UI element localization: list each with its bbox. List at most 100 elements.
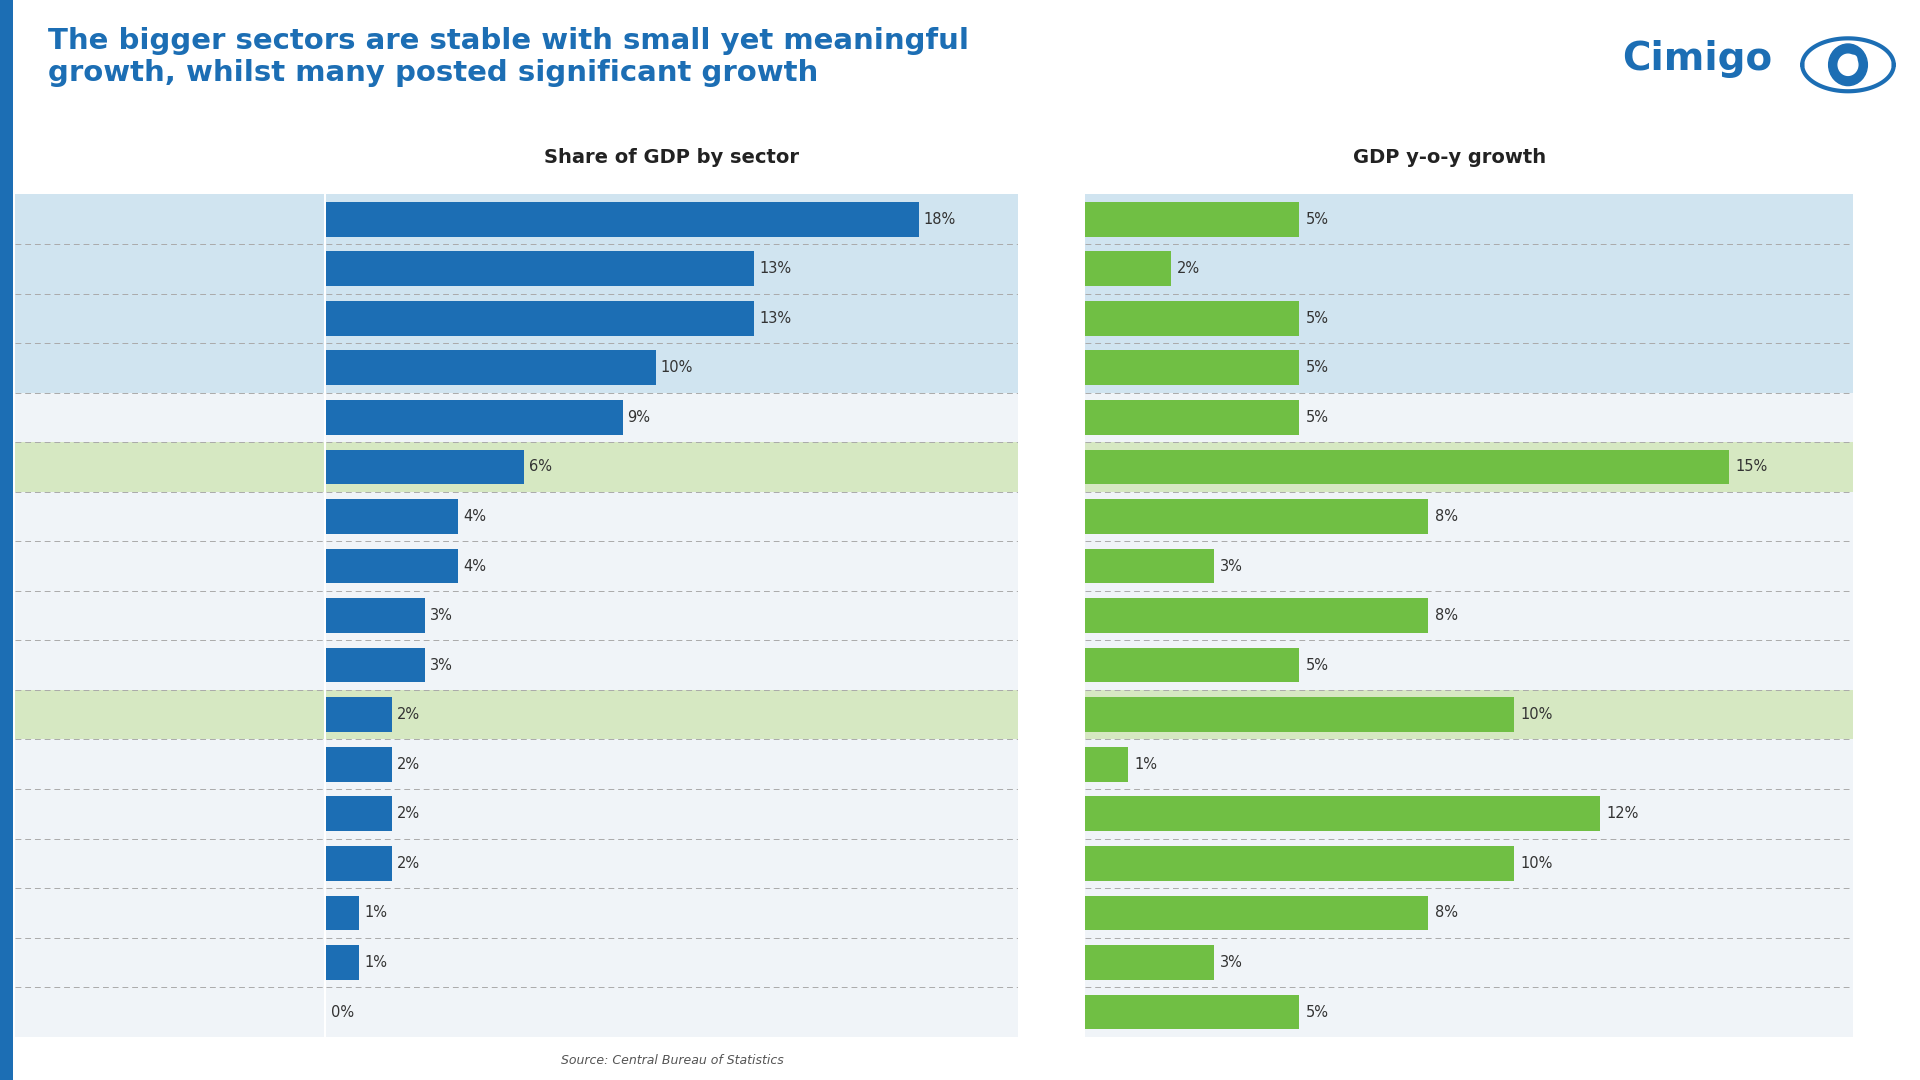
Text: GDP y-o-y growth: GDP y-o-y growth xyxy=(1354,148,1546,167)
Bar xyxy=(326,895,359,930)
Text: 2%: 2% xyxy=(397,757,420,772)
Bar xyxy=(1814,888,1853,937)
Bar xyxy=(15,789,324,838)
Bar xyxy=(1085,598,1428,633)
Text: 13%: 13% xyxy=(758,311,791,326)
Bar xyxy=(1085,796,1599,832)
Text: 1%: 1% xyxy=(1135,757,1158,772)
Text: 5%: 5% xyxy=(1306,212,1329,227)
Bar xyxy=(15,294,324,343)
Bar xyxy=(1085,945,1213,980)
Bar xyxy=(15,442,324,491)
Bar xyxy=(1085,194,1814,244)
Bar xyxy=(326,598,424,633)
Bar xyxy=(15,194,324,244)
Text: 2%: 2% xyxy=(397,707,420,723)
Bar xyxy=(1814,294,1853,343)
Bar xyxy=(1085,499,1428,534)
Bar xyxy=(1085,895,1428,930)
Bar xyxy=(1085,549,1213,583)
Bar xyxy=(15,740,324,789)
Bar xyxy=(326,740,1018,789)
Bar xyxy=(326,442,1018,491)
Bar xyxy=(1085,442,1814,491)
Bar xyxy=(326,846,392,880)
Bar xyxy=(15,640,324,690)
Bar xyxy=(1085,640,1814,690)
Bar xyxy=(1085,838,1814,888)
Bar xyxy=(326,252,755,286)
Bar xyxy=(1085,987,1814,1037)
Bar xyxy=(326,393,1018,442)
Bar xyxy=(15,393,324,442)
Bar xyxy=(1085,301,1300,336)
Text: Source: Central Bureau of Statistics: Source: Central Bureau of Statistics xyxy=(561,1054,783,1067)
Bar xyxy=(326,294,1018,343)
Text: 5%: 5% xyxy=(1306,410,1329,424)
Bar xyxy=(1085,648,1300,683)
Text: 3%: 3% xyxy=(1219,558,1242,573)
Bar xyxy=(326,400,622,435)
Bar xyxy=(1814,244,1853,294)
Bar xyxy=(1085,351,1300,386)
Text: 2%: 2% xyxy=(1177,261,1200,276)
Bar xyxy=(326,888,1018,937)
Bar xyxy=(326,202,920,237)
Bar xyxy=(1085,491,1814,541)
Bar xyxy=(1085,846,1515,880)
Bar xyxy=(326,343,1018,393)
Text: 3%: 3% xyxy=(430,658,453,673)
Bar xyxy=(15,888,324,937)
Bar xyxy=(1085,252,1171,286)
Text: 10%: 10% xyxy=(1521,855,1553,870)
Bar xyxy=(1085,937,1814,987)
Bar xyxy=(1085,541,1814,591)
Bar xyxy=(1085,202,1300,237)
Bar xyxy=(1814,491,1853,541)
Bar xyxy=(1085,747,1127,782)
Bar xyxy=(1085,244,1814,294)
Bar xyxy=(1814,690,1853,740)
Bar xyxy=(326,698,392,732)
Bar xyxy=(1814,838,1853,888)
Bar xyxy=(1814,987,1853,1037)
Text: Cimigo: Cimigo xyxy=(1622,40,1772,79)
Bar xyxy=(326,690,1018,740)
Bar xyxy=(1814,442,1853,491)
Text: 8%: 8% xyxy=(1434,509,1457,524)
Bar xyxy=(15,690,324,740)
Bar xyxy=(15,937,324,987)
Text: 5%: 5% xyxy=(1306,311,1329,326)
Text: 10%: 10% xyxy=(660,361,693,376)
Bar xyxy=(15,343,324,393)
Bar xyxy=(1085,400,1300,435)
Text: 3%: 3% xyxy=(430,608,453,623)
Circle shape xyxy=(1837,54,1859,76)
Text: 13%: 13% xyxy=(758,261,791,276)
Bar xyxy=(15,491,324,541)
Bar xyxy=(1085,740,1814,789)
Bar xyxy=(326,351,655,386)
Bar xyxy=(1814,541,1853,591)
Text: 1%: 1% xyxy=(365,905,388,920)
Bar xyxy=(326,747,392,782)
Text: 10%: 10% xyxy=(1521,707,1553,723)
Bar xyxy=(1085,294,1814,343)
Bar xyxy=(326,499,459,534)
Bar xyxy=(1814,937,1853,987)
Text: 6%: 6% xyxy=(528,459,551,474)
Bar xyxy=(1085,888,1814,937)
Bar xyxy=(1085,449,1728,484)
Bar xyxy=(1814,740,1853,789)
Bar xyxy=(1814,591,1853,640)
Bar xyxy=(326,987,1018,1037)
Text: The bigger sectors are stable with small yet meaningful
growth, whilst many post: The bigger sectors are stable with small… xyxy=(48,27,970,87)
Bar xyxy=(15,838,324,888)
Text: Share of GDP by sector: Share of GDP by sector xyxy=(545,148,799,167)
Text: 12%: 12% xyxy=(1607,807,1638,821)
Bar xyxy=(1085,591,1814,640)
Bar xyxy=(1814,640,1853,690)
Text: 4%: 4% xyxy=(463,509,486,524)
Bar xyxy=(1085,995,1300,1029)
Bar xyxy=(326,937,1018,987)
